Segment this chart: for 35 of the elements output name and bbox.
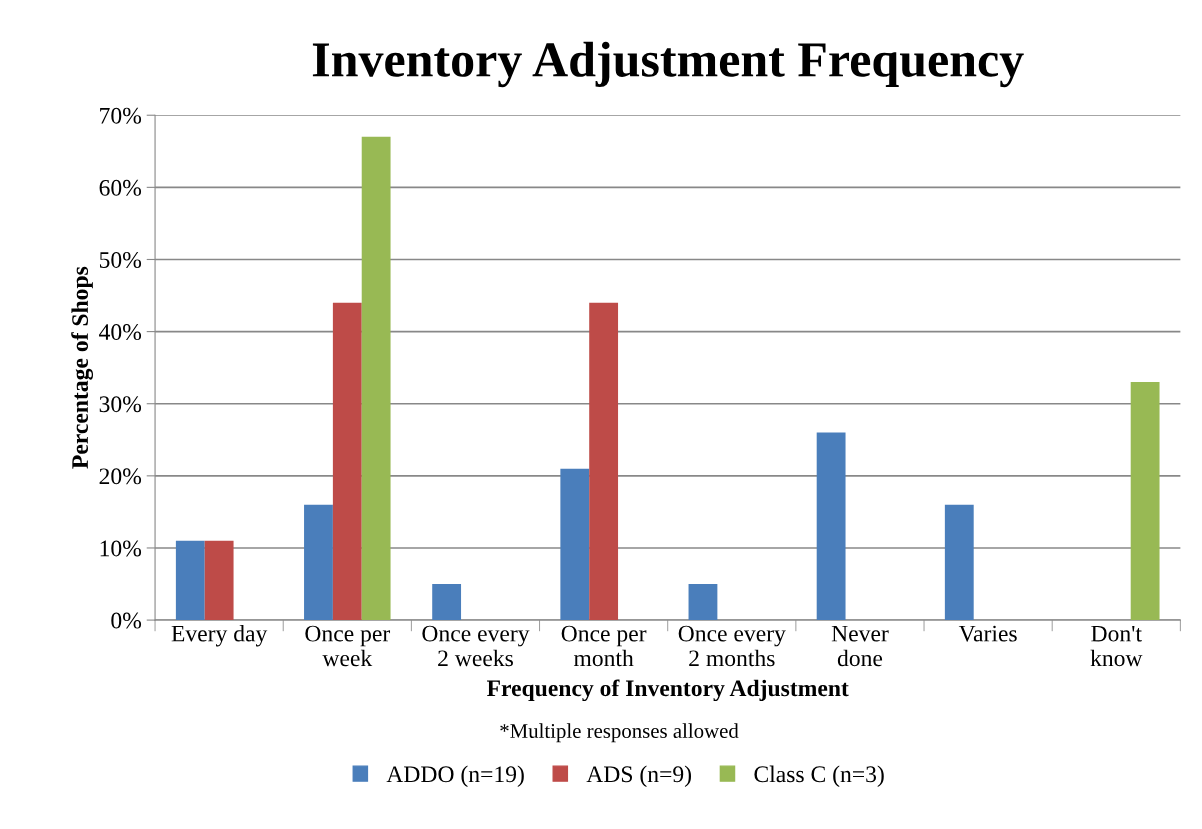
legend-label: ADDO (n=19) <box>386 765 524 788</box>
y-tick-label: 70% <box>100 107 142 124</box>
x-tick-label: Varies <box>958 625 1017 642</box>
bar <box>304 504 333 621</box>
bar <box>560 468 590 621</box>
bar <box>688 584 718 621</box>
y-tick-label: 30% <box>99 396 142 413</box>
bar <box>816 432 846 621</box>
bar <box>204 540 234 621</box>
y-tick-label: 60% <box>99 179 142 196</box>
x-tick-label: Never done <box>831 625 889 667</box>
legend-label: Class C (n=3) <box>754 765 884 788</box>
bar <box>332 302 362 621</box>
x-tick-label: Don't know <box>1090 625 1143 667</box>
y-tick-label: 50% <box>99 251 142 268</box>
bar <box>175 540 205 621</box>
bar <box>1130 382 1160 621</box>
y-tick-label: 40% <box>99 324 142 341</box>
y-tick-label: 0% <box>111 612 142 629</box>
x-tick-label: Once per month <box>561 625 647 667</box>
x-tick-label: Every day <box>171 624 268 647</box>
text: *Multiple responses allowed <box>500 723 739 743</box>
bar <box>432 584 462 621</box>
bar <box>589 302 619 621</box>
bar <box>944 504 974 621</box>
x-axis-title: Frequency of Inventory Adjustment <box>486 679 849 702</box>
y-tick-label: 20% <box>99 468 142 485</box>
legend-label: ADS (n=9) <box>586 765 692 788</box>
bar <box>361 136 391 621</box>
x-tick-label: Once per week <box>305 625 391 667</box>
x-tick-label: Once every 2 months <box>678 625 786 667</box>
chart-title: Inventory Adjustment Frequency <box>312 41 1024 88</box>
x-tick-label: Once every 2 weeks <box>422 625 530 667</box>
y-tick-label: 10% <box>100 540 142 557</box>
y-axis-title: Percentage of Shops <box>71 266 94 469</box>
